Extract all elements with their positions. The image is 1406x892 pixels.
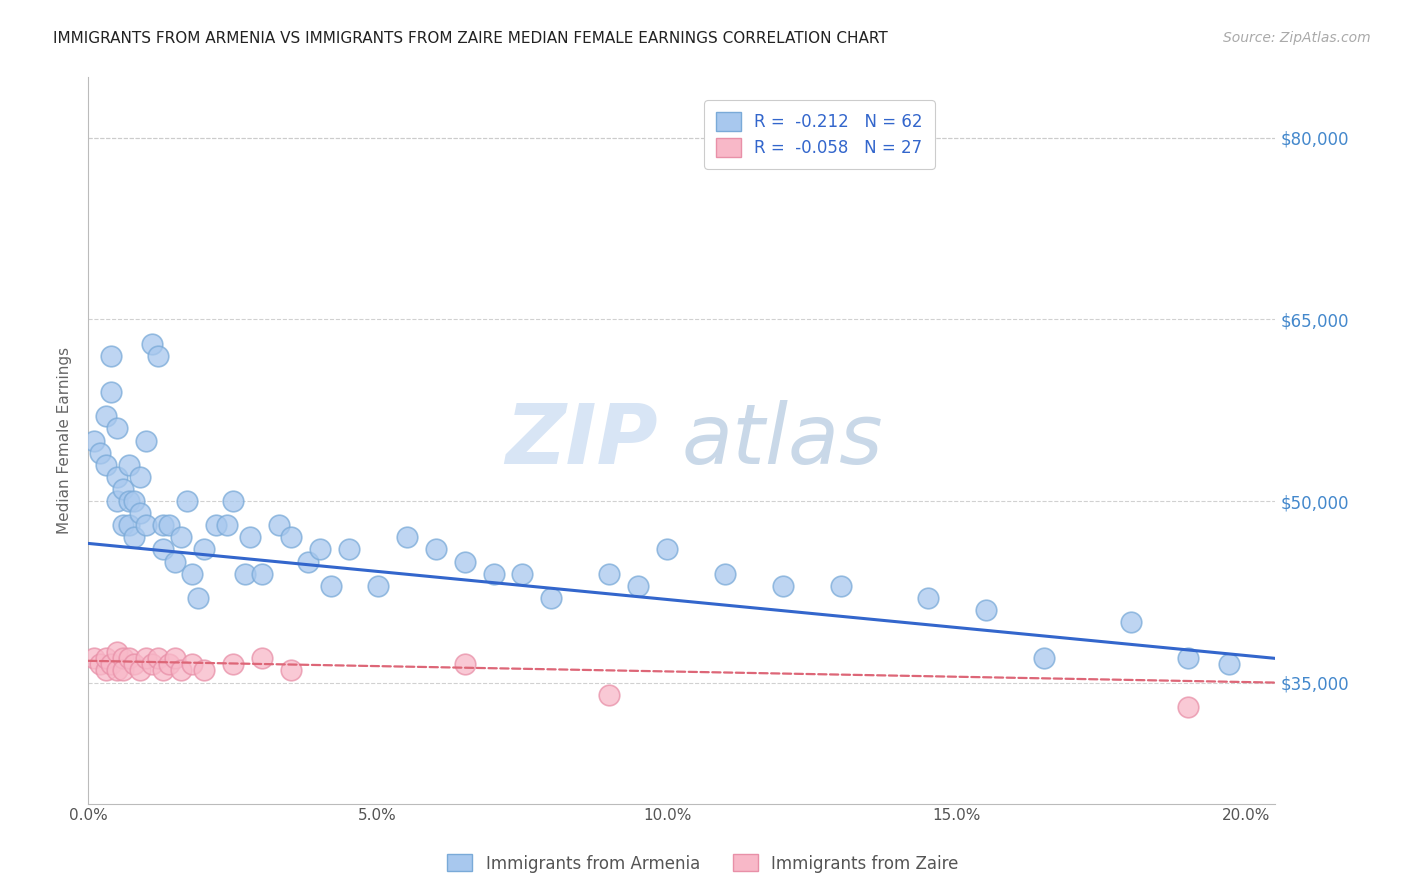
Point	[135, 518, 157, 533]
Point	[239, 530, 262, 544]
Point	[512, 566, 534, 581]
Point	[830, 579, 852, 593]
Point	[187, 591, 209, 605]
Point	[83, 651, 105, 665]
Point	[100, 657, 122, 672]
Point	[141, 336, 163, 351]
Point	[135, 434, 157, 448]
Point	[540, 591, 562, 605]
Point	[152, 664, 174, 678]
Point	[118, 518, 141, 533]
Point	[974, 603, 997, 617]
Point	[118, 494, 141, 508]
Point	[297, 555, 319, 569]
Point	[89, 657, 111, 672]
Point	[1032, 651, 1054, 665]
Point	[100, 349, 122, 363]
Point	[1119, 615, 1142, 629]
Point	[129, 664, 152, 678]
Text: ZIP: ZIP	[505, 400, 658, 481]
Point	[100, 385, 122, 400]
Point	[146, 651, 169, 665]
Point	[111, 518, 134, 533]
Point	[83, 434, 105, 448]
Point	[152, 542, 174, 557]
Point	[250, 566, 273, 581]
Point	[250, 651, 273, 665]
Legend: Immigrants from Armenia, Immigrants from Zaire: Immigrants from Armenia, Immigrants from…	[440, 847, 966, 880]
Point	[105, 470, 128, 484]
Point	[170, 530, 193, 544]
Point	[129, 470, 152, 484]
Point	[105, 494, 128, 508]
Point	[367, 579, 389, 593]
Point	[917, 591, 939, 605]
Point	[627, 579, 650, 593]
Text: Source: ZipAtlas.com: Source: ZipAtlas.com	[1223, 31, 1371, 45]
Point	[280, 664, 302, 678]
Point	[337, 542, 360, 557]
Point	[425, 542, 447, 557]
Point	[94, 651, 117, 665]
Text: IMMIGRANTS FROM ARMENIA VS IMMIGRANTS FROM ZAIRE MEDIAN FEMALE EARNINGS CORRELAT: IMMIGRANTS FROM ARMENIA VS IMMIGRANTS FR…	[53, 31, 889, 46]
Point	[105, 421, 128, 435]
Point	[94, 664, 117, 678]
Point	[163, 555, 186, 569]
Point	[152, 518, 174, 533]
Point	[94, 409, 117, 424]
Point	[714, 566, 737, 581]
Point	[181, 657, 204, 672]
Point	[598, 566, 620, 581]
Point	[111, 651, 134, 665]
Point	[280, 530, 302, 544]
Point	[105, 664, 128, 678]
Point	[1177, 699, 1199, 714]
Point	[124, 657, 146, 672]
Point	[222, 494, 245, 508]
Point	[222, 657, 245, 672]
Point	[269, 518, 291, 533]
Point	[124, 530, 146, 544]
Point	[598, 688, 620, 702]
Point	[118, 458, 141, 472]
Point	[395, 530, 418, 544]
Text: atlas: atlas	[682, 400, 883, 481]
Point	[176, 494, 198, 508]
Point	[146, 349, 169, 363]
Point	[193, 664, 215, 678]
Point	[105, 645, 128, 659]
Point	[129, 506, 152, 520]
Point	[193, 542, 215, 557]
Legend: R =  -0.212   N = 62, R =  -0.058   N = 27: R = -0.212 N = 62, R = -0.058 N = 27	[704, 100, 935, 169]
Point	[233, 566, 256, 581]
Point	[124, 494, 146, 508]
Point	[135, 651, 157, 665]
Point	[1177, 651, 1199, 665]
Point	[111, 482, 134, 496]
Point	[141, 657, 163, 672]
Point	[181, 566, 204, 581]
Point	[118, 651, 141, 665]
Point	[217, 518, 239, 533]
Point	[111, 664, 134, 678]
Point	[482, 566, 505, 581]
Point	[308, 542, 330, 557]
Point	[94, 458, 117, 472]
Point	[157, 518, 180, 533]
Point	[157, 657, 180, 672]
Point	[1218, 657, 1240, 672]
Point	[453, 555, 475, 569]
Point	[321, 579, 343, 593]
Point	[89, 445, 111, 459]
Point	[772, 579, 794, 593]
Point	[170, 664, 193, 678]
Point	[204, 518, 226, 533]
Point	[453, 657, 475, 672]
Y-axis label: Median Female Earnings: Median Female Earnings	[58, 347, 72, 534]
Point	[163, 651, 186, 665]
Point	[657, 542, 679, 557]
